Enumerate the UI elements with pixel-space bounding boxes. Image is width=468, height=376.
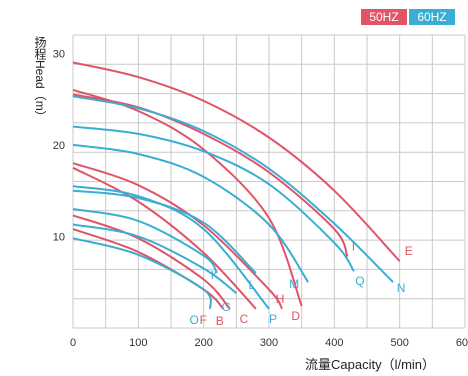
x-tick-label: 100 bbox=[129, 337, 147, 349]
curve-label-P: P bbox=[269, 312, 277, 326]
curve-label-O: O bbox=[190, 313, 199, 327]
curve-K bbox=[72, 208, 218, 274]
x-tick-label: 300 bbox=[260, 337, 278, 349]
y-tick-label: 20 bbox=[53, 140, 65, 152]
curve-label-D: D bbox=[291, 309, 300, 323]
curve-label-N: N bbox=[397, 281, 406, 295]
x-axis-label: 流量Capacity（l/min） bbox=[305, 357, 436, 372]
tick-labels: 0 100 200 300 400 500 600 10 20 30 bbox=[53, 48, 468, 349]
curve-I bbox=[72, 93, 349, 258]
y-tick-label: 10 bbox=[53, 231, 65, 243]
curve-label-Q: Q bbox=[355, 274, 364, 288]
curve-C bbox=[72, 166, 257, 310]
y-tick-label: 30 bbox=[53, 48, 65, 60]
curve-label-L: L bbox=[249, 278, 256, 292]
curve-O bbox=[72, 237, 212, 310]
curve-P bbox=[72, 185, 270, 310]
x-tick-label: 600 bbox=[456, 337, 468, 349]
legend-60hz: 60HZ bbox=[409, 9, 455, 25]
x-tick-label: 500 bbox=[390, 337, 408, 349]
y-axis-label: 扬程Head（m） bbox=[33, 36, 47, 123]
curve-label-E: E bbox=[405, 244, 413, 258]
curve-label-B: B bbox=[216, 314, 224, 328]
curve-N bbox=[72, 95, 394, 283]
x-tick-label: 400 bbox=[325, 337, 343, 349]
curve-label-F: F bbox=[200, 313, 207, 327]
curves bbox=[72, 61, 401, 310]
curve-B bbox=[72, 214, 231, 310]
x-tick-label: 0 bbox=[70, 337, 76, 349]
curve-M bbox=[72, 143, 310, 283]
curve-D bbox=[72, 88, 303, 307]
legend-50hz: 50HZ bbox=[361, 9, 407, 25]
curve-labels: E I DH C BF N Q M L P K G O bbox=[190, 240, 413, 328]
curve-E bbox=[72, 61, 401, 262]
curve-H bbox=[72, 162, 283, 310]
curve-label-K: K bbox=[211, 268, 219, 282]
curve-G bbox=[72, 223, 237, 294]
curve-label-C: C bbox=[240, 312, 249, 326]
curve-label-I: I bbox=[352, 240, 355, 254]
curve-label-H: H bbox=[276, 292, 285, 306]
x-tick-label: 200 bbox=[194, 337, 212, 349]
curve-label-G: G bbox=[222, 300, 231, 314]
curve-Q bbox=[72, 125, 355, 272]
grid bbox=[72, 34, 466, 329]
curve-label-M: M bbox=[289, 277, 299, 291]
